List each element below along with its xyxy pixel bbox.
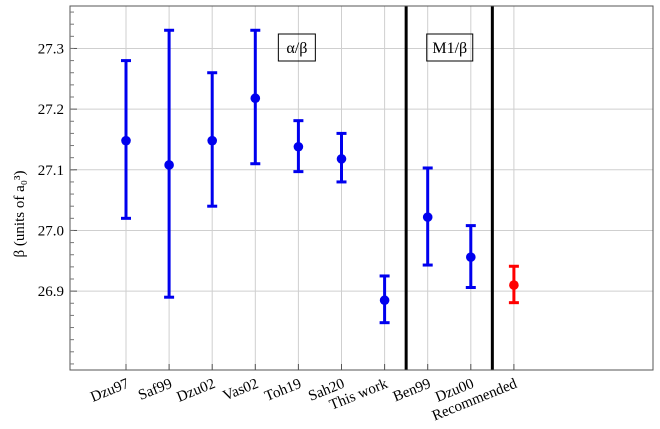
data-point [336, 154, 347, 164]
y-tick-label: 26.9 [38, 284, 64, 300]
data-point [207, 135, 217, 146]
x-tick-label: Ben99 [391, 376, 433, 406]
data-point [250, 93, 261, 104]
data-point [422, 212, 433, 222]
x-tick-label: Dzu02 [175, 376, 218, 406]
y-tick-label: 27.0 [38, 223, 64, 239]
data-point [379, 295, 390, 306]
plot-frame [69, 5, 654, 371]
axes [70, 11, 515, 370]
x-tick-label: Dzu97 [88, 376, 132, 406]
group-label-box [277, 33, 316, 62]
x-tick-label: Vas02 [221, 376, 261, 405]
y-tick-label: 27.2 [38, 102, 64, 118]
data-point [164, 160, 174, 170]
y-tick-label: 27.3 [38, 41, 64, 57]
data-point [121, 135, 131, 146]
group-label: α/β [286, 40, 307, 57]
grid-layer [70, 6, 653, 370]
labels: 26.9 27.0 27.1 27.2 27.3 Dzu97 Saf99 Dzu02 Vas02… [38, 33, 520, 424]
x-tick-label: Saf99 [136, 376, 174, 404]
group-label: M1/β [432, 40, 467, 57]
data-point [466, 252, 476, 262]
x-tick-label: Toh19 [263, 376, 304, 405]
data-series [121, 28, 519, 325]
data-point [509, 280, 519, 290]
y-tick-label: 27.1 [38, 163, 64, 179]
group-separators [404, 6, 494, 370]
group-label-box [426, 33, 474, 62]
data-point [293, 141, 304, 152]
y-axis-title: β (units of a₀³) [12, 171, 28, 258]
